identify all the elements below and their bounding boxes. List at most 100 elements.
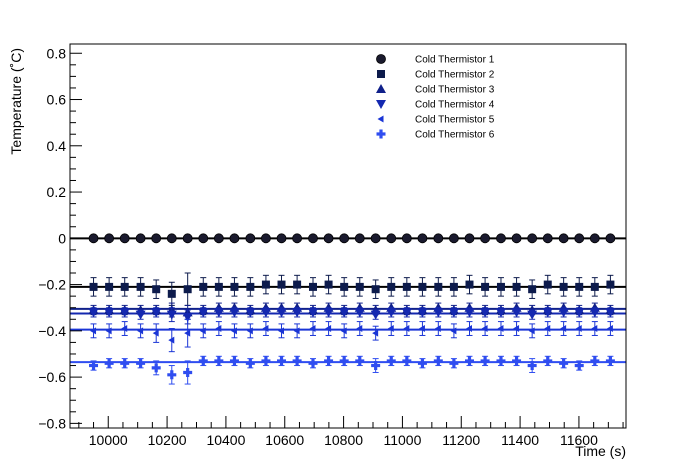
fit-lines	[70, 237, 626, 364]
data-point	[229, 233, 240, 244]
data-point	[105, 327, 112, 335]
data-point	[449, 282, 458, 291]
legend-marker	[376, 129, 386, 139]
data-point	[574, 233, 585, 244]
data-point	[464, 233, 475, 244]
y-tick-label: −0.4	[38, 323, 66, 339]
y-tick-label: 0.8	[47, 45, 67, 61]
data-point	[448, 308, 459, 318]
legend-item: Cold Thermistor 3	[376, 84, 495, 96]
data-point	[449, 358, 459, 368]
data-point	[88, 308, 99, 318]
data-point	[309, 325, 316, 333]
data-point	[245, 358, 255, 368]
data-point	[605, 233, 616, 244]
data-point	[261, 356, 271, 366]
data-point	[89, 361, 99, 371]
x-tick-label: 10000	[89, 432, 128, 448]
data-point	[527, 233, 538, 244]
data-point	[152, 329, 159, 337]
data-point	[355, 282, 364, 291]
data-point	[575, 282, 584, 291]
data-point	[199, 282, 208, 291]
data-point	[293, 327, 300, 335]
data-point	[151, 233, 162, 244]
data-point	[198, 308, 209, 318]
data-point	[511, 233, 522, 244]
data-point	[339, 356, 349, 366]
data-point	[168, 336, 175, 344]
x-tick-label: 11200	[442, 432, 480, 448]
data-point	[354, 308, 365, 318]
legend-marker	[377, 115, 384, 123]
x-tick-label: 11600	[560, 432, 598, 448]
y-tick-label: 0	[58, 230, 66, 246]
legend-item: Cold Thermistor 5	[377, 115, 495, 126]
data-point	[182, 233, 193, 244]
data-point	[464, 356, 474, 366]
y-tick-label: −0.2	[38, 277, 66, 293]
x-tick-label: 10400	[206, 432, 245, 448]
data-point	[574, 361, 584, 371]
x-tick-label: 11400	[501, 432, 539, 448]
data-point	[245, 308, 256, 318]
series-2	[89, 272, 615, 306]
data-point	[215, 325, 222, 333]
data-point	[605, 308, 616, 318]
legend-marker	[376, 100, 386, 109]
data-point	[198, 233, 209, 244]
data-point	[527, 361, 537, 371]
data-point	[213, 308, 224, 318]
data-point	[339, 233, 350, 244]
legend-item: Cold Thermistor 6	[376, 129, 495, 141]
data-point	[229, 308, 240, 318]
data-point	[495, 308, 506, 318]
data-point	[261, 233, 271, 244]
legend: Cold Thermistor 1 Cold Thermistor 2 Cold T…	[376, 54, 495, 141]
legend-label: Cold Thermistor 4	[415, 100, 495, 111]
data-point	[292, 308, 303, 318]
x-axis-title: Time (s)	[575, 443, 626, 459]
data-point	[292, 233, 303, 244]
data-point	[370, 233, 381, 244]
data-point	[496, 356, 506, 366]
data-point	[277, 280, 286, 289]
data-point	[417, 308, 428, 318]
data-point	[307, 308, 318, 318]
legend-label: Cold Thermistor 1	[415, 55, 495, 66]
data-point	[135, 233, 146, 244]
data-point	[119, 308, 130, 318]
data-point	[167, 289, 176, 298]
data-point	[543, 356, 553, 366]
data-point	[198, 356, 208, 366]
data-point	[308, 358, 318, 368]
y-tick-label: 0.4	[47, 138, 67, 154]
data-point	[277, 356, 287, 366]
data-point	[199, 327, 206, 335]
data-point	[543, 280, 552, 289]
data-point	[558, 233, 569, 244]
legend-item: Cold Thermistor 2	[377, 70, 495, 81]
data-point	[293, 280, 302, 289]
legend-marker	[377, 70, 385, 78]
data-point	[590, 356, 600, 366]
data-point	[480, 356, 490, 366]
data-point	[433, 308, 444, 318]
data-point	[387, 282, 396, 291]
data-point	[356, 325, 363, 333]
data-point	[434, 282, 443, 291]
data-point	[136, 358, 146, 368]
data-point	[88, 233, 99, 244]
data-point	[340, 327, 347, 335]
data-point	[104, 233, 115, 244]
data-point	[354, 233, 365, 244]
data-point	[340, 282, 349, 291]
data-point	[386, 356, 396, 366]
data-point	[104, 358, 114, 368]
data-point	[528, 327, 535, 335]
data-point	[544, 325, 551, 333]
data-point	[417, 233, 428, 244]
x-tick-label: 10200	[148, 432, 187, 448]
data-point	[590, 282, 599, 291]
